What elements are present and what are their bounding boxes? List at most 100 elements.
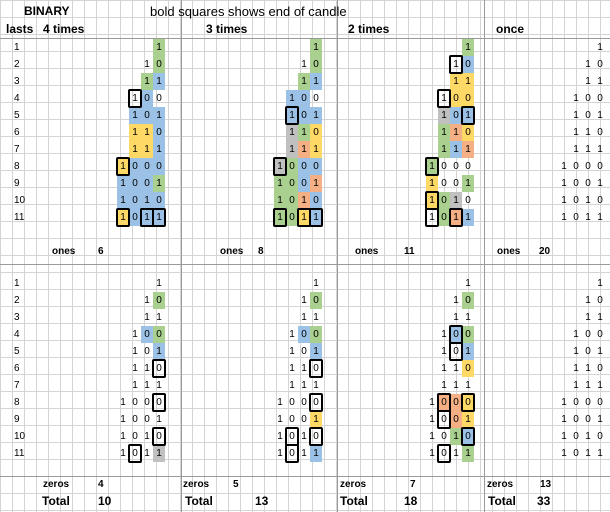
bit-cell: 1 (429, 212, 435, 223)
bit-cell: 0 (156, 397, 162, 408)
bit-cell: 0 (441, 431, 447, 442)
zeros-label: zeros (183, 479, 210, 490)
bit-cell: 0 (289, 448, 295, 459)
candle-end-box (437, 410, 451, 429)
row-number: 1 (14, 278, 20, 289)
bit-cell: 0 (573, 397, 579, 408)
bit-cell: 1 (429, 414, 435, 425)
bit-cell: 0 (450, 90, 462, 107)
bit-cell: 0 (441, 161, 447, 172)
bit-cell: 1 (585, 212, 591, 223)
candle-end-box (116, 157, 130, 176)
row-number: 3 (14, 312, 20, 323)
bit-cell: 1 (438, 107, 450, 124)
bit-cell: 1 (132, 329, 138, 340)
bit-cell: 1 (597, 414, 603, 425)
bit-cell: 0 (289, 414, 295, 425)
header-divider (0, 38, 610, 39)
bit-cell: 1 (153, 39, 165, 56)
bit-cell: 0 (153, 292, 165, 309)
bit-cell: 1 (129, 107, 141, 124)
bit-cell: 1 (141, 192, 153, 209)
bit-cell: 0 (286, 209, 298, 226)
total-value: 18 (404, 494, 418, 508)
bit-cell: 1 (441, 346, 447, 357)
bit-cell: 1 (561, 414, 567, 425)
bit-cell: 1 (429, 448, 435, 459)
bit-cell: 0 (585, 329, 591, 340)
ones-label: ones (52, 246, 76, 257)
bit-cell: 0 (132, 414, 138, 425)
bit-cell: 0 (441, 178, 447, 189)
bit-cell: 1 (450, 141, 462, 158)
bit-cell: 1 (156, 414, 162, 425)
candle-end-box (128, 444, 142, 463)
row-number: 11 (14, 212, 25, 223)
bit-cell: 1 (277, 397, 283, 408)
bit-cell: 1 (441, 329, 447, 340)
bit-cell: 1 (153, 445, 165, 462)
bit-cell: 1 (597, 278, 603, 289)
middle-divider (0, 264, 610, 265)
bit-cell: 1 (141, 124, 153, 141)
candle-end-box (309, 393, 323, 412)
row-number: 9 (14, 414, 20, 425)
row-number: 5 (14, 110, 20, 121)
bit-cell: 0 (298, 326, 310, 343)
bit-cell: 1 (132, 93, 138, 104)
row-number: 3 (14, 76, 20, 87)
bit-cell: 1 (313, 380, 319, 391)
bit-cell: 0 (438, 192, 450, 209)
bit-cell: 1 (298, 73, 310, 90)
bit-cell: 1 (441, 380, 447, 391)
bit-cell: 1 (573, 346, 579, 357)
bit-cell: 1 (144, 295, 150, 306)
bit-cell: 1 (585, 59, 591, 70)
candle-end-box (140, 208, 166, 227)
bit-cell: 1 (453, 312, 459, 323)
bit-cell: 1 (429, 397, 435, 408)
bit-cell: 0 (465, 195, 471, 206)
section-divider-3 (484, 0, 485, 512)
bit-cell: 1 (301, 312, 307, 323)
candle-end-box (309, 427, 323, 446)
row-number: 4 (14, 93, 20, 104)
bit-cell: 0 (313, 431, 319, 442)
bit-cell: 0 (132, 431, 138, 442)
bit-cell: 1 (453, 380, 459, 391)
bit-cell: 0 (441, 414, 447, 425)
bit-cell: 1 (144, 363, 150, 374)
candle-end-box (273, 157, 287, 176)
section-divider-2 (337, 0, 338, 512)
bit-cell: 1 (310, 209, 322, 226)
bit-cell: 1 (561, 161, 567, 172)
row-number: 2 (14, 295, 20, 306)
candle-end-box (297, 208, 311, 227)
bit-cell: 1 (153, 141, 165, 158)
bit-cell: 1 (450, 428, 462, 445)
section-header: 4 times (43, 22, 85, 36)
bit-cell: 0 (141, 158, 153, 175)
bit-cell: 1 (585, 195, 591, 206)
row-number: 1 (14, 42, 20, 53)
bit-cell: 1 (597, 110, 603, 121)
total-label: Total (42, 494, 70, 508)
bit-cell: 1 (156, 278, 162, 289)
bit-cell: 1 (597, 312, 603, 323)
bit-cell: 0 (301, 346, 307, 357)
candle-end-box (285, 106, 299, 125)
bit-cell: 1 (561, 195, 567, 206)
bit-cell: 0 (585, 178, 591, 189)
bit-cell: 0 (313, 93, 319, 104)
candle-end-box (449, 208, 463, 227)
bit-cell: 0 (453, 346, 459, 357)
bit-cell: 1 (310, 445, 322, 462)
bit-cell: 0 (310, 292, 322, 309)
bit-cell: 1 (156, 312, 162, 323)
bit-cell: 1 (129, 141, 141, 158)
row-number: 8 (14, 397, 20, 408)
bit-cell: 1 (585, 380, 591, 391)
zeros-label: zeros (340, 479, 367, 490)
row-number: 7 (14, 144, 20, 155)
bit-cell: 1 (289, 363, 295, 374)
